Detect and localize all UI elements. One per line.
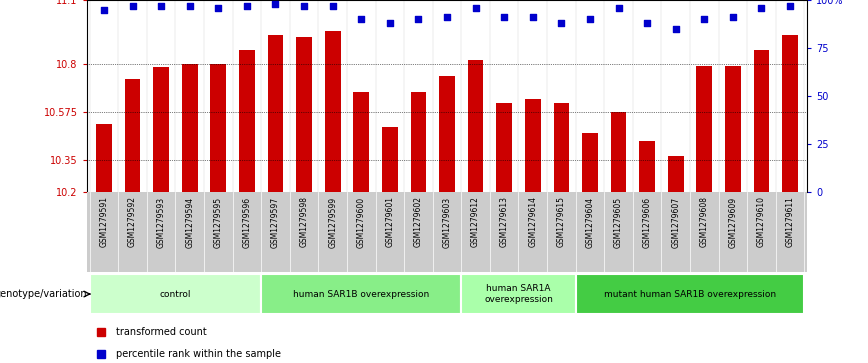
Point — [354, 16, 368, 22]
Bar — [496, 103, 512, 192]
Bar — [353, 92, 369, 192]
Text: transformed count: transformed count — [115, 327, 207, 337]
Text: GSM1279592: GSM1279592 — [128, 196, 137, 247]
Point — [326, 3, 339, 9]
Bar — [696, 66, 712, 192]
Bar — [182, 64, 198, 192]
Text: GSM1279614: GSM1279614 — [529, 196, 537, 247]
Point — [555, 20, 569, 26]
Text: GSM1279591: GSM1279591 — [100, 196, 108, 247]
Bar — [582, 132, 598, 192]
Text: GSM1279609: GSM1279609 — [728, 196, 738, 248]
Point — [411, 16, 425, 22]
Bar — [468, 60, 483, 192]
Point — [240, 3, 253, 9]
Text: GSM1279594: GSM1279594 — [185, 196, 194, 248]
Text: GSM1279596: GSM1279596 — [242, 196, 252, 248]
Text: GSM1279612: GSM1279612 — [471, 196, 480, 247]
Point — [469, 5, 483, 11]
Bar — [753, 50, 769, 192]
Bar — [89, 274, 261, 314]
Bar — [439, 76, 455, 192]
Text: GSM1279615: GSM1279615 — [557, 196, 566, 247]
Text: genotype/variation: genotype/variation — [0, 289, 88, 299]
Text: GSM1279603: GSM1279603 — [443, 196, 451, 248]
Bar — [125, 79, 141, 192]
Point — [383, 20, 397, 26]
Point — [641, 20, 654, 26]
Text: GSM1279598: GSM1279598 — [299, 196, 309, 247]
Bar — [525, 99, 541, 192]
Point — [440, 15, 454, 20]
Bar — [382, 127, 398, 192]
Text: GSM1279613: GSM1279613 — [500, 196, 509, 247]
Text: GSM1279602: GSM1279602 — [414, 196, 423, 247]
Point — [526, 15, 540, 20]
Text: mutant human SAR1B overexpression: mutant human SAR1B overexpression — [604, 290, 776, 298]
Text: percentile rank within the sample: percentile rank within the sample — [115, 348, 280, 359]
Text: GSM1279606: GSM1279606 — [642, 196, 652, 248]
Text: GSM1279607: GSM1279607 — [671, 196, 681, 248]
Bar — [154, 67, 169, 192]
Bar — [611, 112, 627, 192]
Bar — [667, 156, 684, 192]
Bar — [639, 141, 655, 192]
Text: control: control — [160, 290, 191, 298]
Text: GSM1279610: GSM1279610 — [757, 196, 766, 247]
Text: GSM1279595: GSM1279595 — [214, 196, 223, 248]
Bar — [96, 124, 112, 192]
Point — [268, 1, 282, 7]
Point — [97, 7, 111, 12]
Bar — [554, 103, 569, 192]
Bar — [575, 274, 805, 314]
Text: human SAR1A
overexpression: human SAR1A overexpression — [484, 284, 553, 304]
Text: GSM1279600: GSM1279600 — [357, 196, 365, 248]
Point — [126, 3, 140, 9]
Text: GSM1279593: GSM1279593 — [156, 196, 166, 248]
Point — [783, 3, 797, 9]
Point — [183, 3, 197, 9]
Point — [726, 15, 740, 20]
Text: GSM1279608: GSM1279608 — [700, 196, 709, 247]
Text: GSM1279605: GSM1279605 — [614, 196, 623, 248]
Point — [155, 3, 168, 9]
Text: GSM1279597: GSM1279597 — [271, 196, 280, 248]
Text: human SAR1B overexpression: human SAR1B overexpression — [293, 290, 430, 298]
Bar — [461, 274, 575, 314]
Bar — [267, 35, 283, 192]
Bar — [239, 50, 255, 192]
Text: GSM1279601: GSM1279601 — [385, 196, 394, 247]
Bar — [325, 31, 340, 192]
Point — [697, 16, 711, 22]
Bar — [725, 66, 740, 192]
Text: GSM1279599: GSM1279599 — [328, 196, 337, 248]
Text: GSM1279604: GSM1279604 — [585, 196, 595, 248]
Bar — [261, 274, 461, 314]
Point — [754, 5, 768, 11]
Bar — [296, 37, 312, 192]
Point — [212, 5, 226, 11]
Point — [583, 16, 597, 22]
Point — [297, 3, 311, 9]
Point — [612, 5, 626, 11]
Text: GSM1279611: GSM1279611 — [786, 196, 794, 247]
Bar — [782, 35, 798, 192]
Bar — [210, 64, 227, 192]
Bar — [411, 92, 426, 192]
Point — [497, 15, 511, 20]
Point — [668, 26, 682, 32]
